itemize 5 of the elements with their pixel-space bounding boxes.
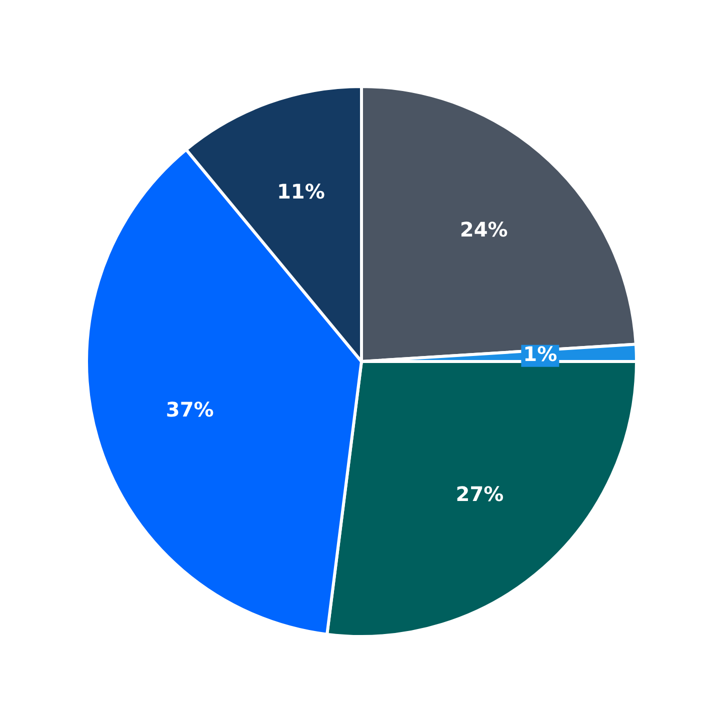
data-label: 11% bbox=[277, 180, 325, 204]
data-label: 37% bbox=[166, 398, 214, 422]
data-label: 27% bbox=[456, 482, 504, 506]
data-label: 24% bbox=[460, 217, 508, 242]
data-label: 1% bbox=[523, 342, 558, 366]
